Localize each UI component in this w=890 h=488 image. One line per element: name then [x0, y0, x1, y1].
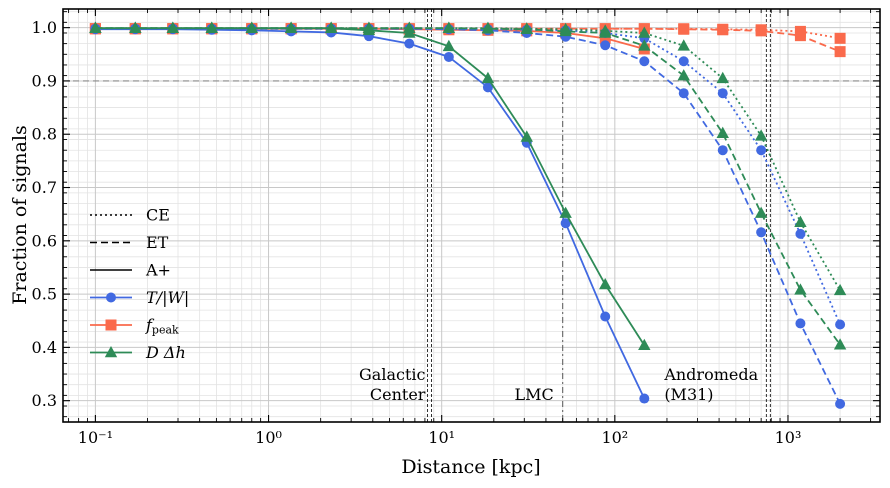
legend-label: fpeak — [145, 316, 179, 337]
legend-label: ET — [146, 233, 169, 252]
data-point — [205, 21, 218, 33]
series-dh-aplus — [89, 21, 651, 351]
data-point — [600, 311, 611, 322]
x-tick-label: 10² — [601, 428, 628, 447]
data-point — [835, 398, 846, 409]
legend-label: T/|W| — [146, 288, 189, 307]
x-tick-label: 10⁻¹ — [78, 428, 113, 447]
data-point — [443, 51, 454, 62]
y-tick-label: 1.0 — [32, 18, 57, 37]
reference-line-label: Galactic — [359, 365, 425, 384]
legend-marker-triangle — [104, 346, 118, 358]
data-point — [639, 56, 650, 67]
y-tick-label: 0.4 — [32, 338, 57, 357]
data-point — [560, 218, 571, 229]
y-tick-label: 0.9 — [32, 71, 57, 90]
y-tick-label: 0.8 — [32, 125, 57, 144]
data-point — [834, 46, 846, 58]
data-point — [284, 21, 298, 33]
series-line — [95, 27, 841, 40]
data-point — [442, 39, 456, 52]
y-axis-label: Fraction of signals — [9, 125, 31, 305]
data-point — [559, 24, 572, 37]
data-point — [833, 338, 847, 350]
data-point — [166, 21, 180, 33]
data-point — [600, 40, 611, 51]
data-point — [324, 21, 338, 33]
y-tick-label: 0.3 — [32, 391, 57, 410]
reference-line-label: LMC — [514, 385, 553, 404]
plot-frame — [62, 8, 881, 423]
data-point — [362, 23, 376, 36]
x-tick-label: 10⁰ — [255, 428, 282, 447]
data-point — [481, 71, 495, 84]
data-point — [755, 24, 767, 36]
data-point — [442, 21, 456, 33]
data-point — [717, 145, 728, 156]
x-tick-label: 10¹ — [428, 428, 455, 447]
legend-marker-square — [105, 319, 117, 331]
data-point — [833, 283, 847, 296]
data-point — [599, 278, 612, 290]
reference-line-label: Center — [370, 385, 426, 404]
data-point — [403, 26, 416, 38]
data-point — [756, 227, 767, 238]
x-tick-label: 10³ — [775, 428, 802, 447]
series-group — [89, 21, 847, 409]
data-point — [794, 283, 807, 295]
reference-line-label: Andromeda — [663, 365, 758, 384]
data-point — [754, 129, 768, 141]
data-point — [520, 130, 533, 142]
legend-label: A+ — [145, 261, 171, 280]
data-point — [835, 319, 846, 330]
legend-label: CE — [146, 206, 170, 225]
data-point — [678, 56, 689, 67]
legend: CE ET A+ T/|W| fpeak D Δh — [90, 206, 189, 362]
data-point — [717, 88, 728, 99]
data-point — [677, 69, 690, 81]
data-point — [678, 88, 689, 99]
data-point — [794, 25, 806, 37]
data-point — [599, 32, 611, 44]
data-point — [482, 82, 493, 93]
data-point — [678, 23, 690, 35]
data-point — [559, 206, 572, 218]
data-point — [795, 318, 806, 329]
y-tick-label: 0.7 — [32, 178, 57, 197]
data-point — [638, 26, 651, 38]
y-tick-label: 0.6 — [32, 231, 57, 250]
y-tick-label: 0.5 — [32, 285, 57, 304]
data-point — [638, 338, 651, 351]
data-point — [716, 71, 729, 84]
data-point — [638, 39, 651, 51]
data-point — [834, 32, 846, 44]
data-point — [756, 145, 767, 156]
grid — [63, 9, 880, 422]
data-point — [245, 21, 258, 33]
data-point — [639, 393, 650, 404]
data-point — [794, 215, 807, 227]
data-point — [754, 206, 768, 218]
reference-line-label: (M31) — [664, 385, 713, 404]
data-point — [89, 21, 102, 33]
data-point — [520, 22, 533, 35]
data-point — [716, 126, 729, 138]
axes: 10⁻¹ 10⁰ 10¹ 10² 10³ 0.3 0.4 0.5 0.6 0.7 0.8 0.9 1.0 — [32, 8, 881, 447]
data-point — [481, 22, 495, 34]
data-point — [129, 21, 142, 33]
legend-marker-circle — [106, 292, 116, 303]
legend-label: D Δh — [145, 343, 186, 362]
data-point — [404, 38, 415, 49]
data-point — [677, 39, 690, 51]
x-axis-label: Distance [kpc] — [401, 456, 540, 478]
data-point — [599, 26, 612, 38]
data-point — [795, 228, 806, 239]
data-point — [717, 23, 729, 35]
